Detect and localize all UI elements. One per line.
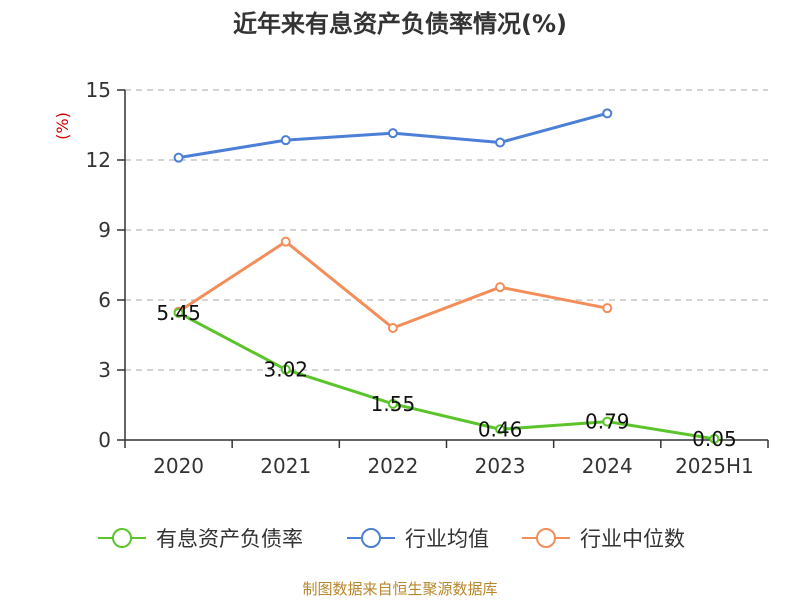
series-point-0 <box>495 424 506 435</box>
x-tick-label: 2023 <box>475 454 526 478</box>
x-tick-label: 2021 <box>260 454 311 478</box>
series-layer <box>173 108 720 444</box>
series-point-0 <box>280 364 291 375</box>
legend: 有息资产负债率 行业均值 行业中位数 <box>98 527 685 551</box>
series-point-1 <box>495 137 506 148</box>
x-tick-label: 2025H1 <box>675 454 754 478</box>
series-point-0 <box>387 398 398 409</box>
series-point-1 <box>387 128 398 139</box>
legend-label: 有息资产负债率 <box>156 527 303 551</box>
data-label: 1.55 <box>371 392 416 416</box>
legend-marker <box>112 528 132 548</box>
legend-marker <box>536 528 556 548</box>
x-tick-label: 2022 <box>367 454 418 478</box>
grid-lines <box>125 89 768 371</box>
series-line-2 <box>177 240 608 330</box>
series-point-0 <box>709 433 720 444</box>
series-point-1 <box>602 108 613 119</box>
data-label: 5.45 <box>156 301 201 325</box>
data-label: 0.79 <box>585 410 630 434</box>
y-tick-label: 9 <box>98 218 111 242</box>
y-tick-label: 6 <box>98 288 111 312</box>
legend-marker <box>361 528 381 548</box>
data-label: 0.05 <box>692 427 737 451</box>
series-point-0 <box>602 416 613 427</box>
x-tick-label: 2020 <box>153 454 204 478</box>
legend-label: 行业均值 <box>405 527 489 551</box>
axes: 0 3 6 9 12 15 2020 2021 2022 2023 2024 2025H1 <box>86 78 769 478</box>
y-axis-unit: (%) <box>53 112 72 140</box>
series-point-2 <box>602 303 613 314</box>
y-tick-label: 12 <box>86 148 111 172</box>
series-point-2 <box>387 323 398 333</box>
legend-label: 行业中位数 <box>580 527 685 551</box>
data-label: 3.02 <box>263 358 308 382</box>
y-tick-label: 15 <box>86 78 111 102</box>
series-point-1 <box>280 135 291 146</box>
source-note: 制图数据来自恒生聚源数据库 <box>302 580 497 598</box>
series-point-2 <box>280 236 291 247</box>
x-tick-label: 2024 <box>582 454 633 478</box>
chart-title: 近年来有息资产负债率情况(%) <box>233 10 567 38</box>
y-tick-label: 0 <box>98 428 111 452</box>
series-point-0 <box>173 307 184 318</box>
series-point-2 <box>495 282 506 293</box>
series-line-0 <box>177 311 715 441</box>
y-tick-label: 3 <box>98 358 111 382</box>
data-label: 0.46 <box>478 417 523 441</box>
series-point-1 <box>173 152 184 163</box>
data-labels: 5.45 3.02 1.55 0.46 0.79 0.05 <box>156 301 736 451</box>
